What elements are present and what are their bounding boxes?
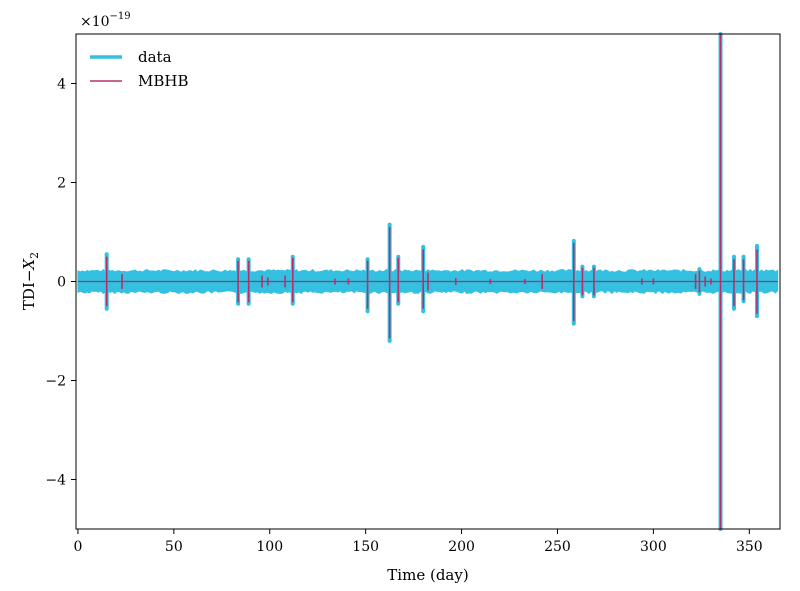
x-tick-label: 200 bbox=[448, 539, 475, 555]
legend: data MBHB bbox=[90, 48, 189, 90]
y-tick-label: 2 bbox=[57, 176, 66, 192]
x-tick-label: 50 bbox=[165, 539, 183, 555]
y-axis-label: TDI−X2 bbox=[20, 252, 41, 310]
x-tick-label: 300 bbox=[640, 539, 667, 555]
y-axis-label-dash: − bbox=[20, 270, 38, 283]
x-tick-label: 0 bbox=[73, 539, 82, 555]
y-tick-label: −4 bbox=[45, 473, 66, 489]
legend-label-mbhb: MBHB bbox=[138, 72, 189, 90]
y-tick-label: −2 bbox=[45, 374, 66, 390]
x-axis-label: Time (day) bbox=[387, 566, 468, 584]
y-axis-label-main: TDI bbox=[20, 282, 38, 310]
offset-exp: −19 bbox=[110, 11, 131, 22]
mbhb-series bbox=[77, 34, 779, 529]
x-tick-label: 350 bbox=[736, 539, 763, 555]
legend-label-data: data bbox=[138, 48, 172, 66]
x-tick-label: 250 bbox=[544, 539, 571, 555]
x-tick-label: 150 bbox=[352, 539, 379, 555]
y-axis-ticks: −4 −2 0 2 4 bbox=[45, 77, 76, 489]
offset-base: ×10 bbox=[80, 14, 110, 30]
y-offset-text: ×10−19 bbox=[80, 11, 131, 30]
y-tick-label: 4 bbox=[57, 77, 66, 93]
y-axis-label-var: X bbox=[20, 258, 38, 271]
x-axis-ticks: 0 50 100 150 200 250 300 350 bbox=[73, 529, 763, 555]
y-tick-label: 0 bbox=[57, 275, 66, 291]
x-tick-label: 100 bbox=[256, 539, 283, 555]
y-axis-label-sub: 2 bbox=[28, 252, 41, 259]
